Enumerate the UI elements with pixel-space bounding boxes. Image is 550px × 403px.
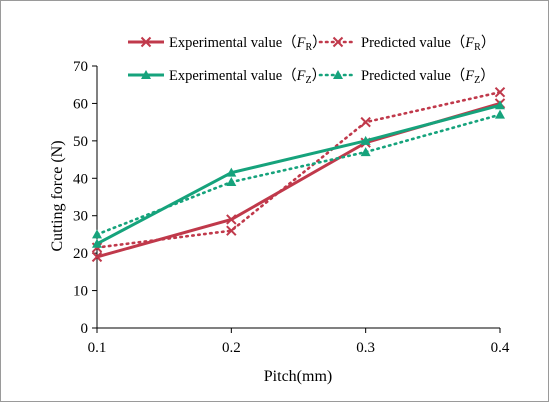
data-point bbox=[226, 225, 237, 236]
data-point bbox=[92, 229, 102, 239]
legend-marker bbox=[332, 36, 344, 48]
y-axis-label: Cutting force (N) bbox=[49, 140, 66, 251]
legend-entry-3: Predicted value（FZ） bbox=[318, 67, 495, 86]
y-tick-label: 30 bbox=[73, 209, 88, 225]
data-point bbox=[495, 109, 505, 119]
data-point bbox=[91, 251, 103, 263]
x-axis-label: Pitch(mm) bbox=[264, 368, 332, 385]
y-tick-label: 0 bbox=[81, 321, 89, 337]
x-tick-label: 0.3 bbox=[356, 340, 375, 356]
legend-label: Predicted value（FR） bbox=[361, 34, 495, 53]
series-line bbox=[95, 90, 502, 249]
y-tick-label: 60 bbox=[73, 96, 88, 112]
legend-entry-1: Predicted value（FR） bbox=[318, 34, 495, 53]
legend: Experimental value（FR） Predicted value（FR… bbox=[128, 34, 495, 86]
legend-marker bbox=[333, 70, 343, 79]
axes: 0 10 20 30 40 50 60 70 0.1 0.2 0.3 0.4 bbox=[73, 59, 510, 356]
x-tick-label: 0.1 bbox=[88, 340, 107, 356]
data-point bbox=[226, 167, 237, 177]
legend-label: Experimental value（FZ） bbox=[169, 67, 326, 86]
data-point bbox=[360, 147, 371, 157]
legend-label: Predicted value（FZ） bbox=[361, 67, 495, 86]
data-point bbox=[226, 177, 237, 187]
legend-label: Experimental value（FR） bbox=[169, 34, 327, 53]
y-tick-label: 20 bbox=[73, 246, 88, 262]
x-tick-label: 0.4 bbox=[491, 340, 510, 356]
data-point bbox=[360, 135, 371, 145]
legend-marker bbox=[140, 36, 152, 48]
y-tick-label: 70 bbox=[73, 59, 88, 75]
y-tick-label: 10 bbox=[73, 284, 88, 300]
data-point bbox=[495, 100, 505, 110]
series-line bbox=[95, 113, 502, 236]
series-3 bbox=[92, 109, 505, 239]
data-point bbox=[92, 238, 102, 248]
legend-marker bbox=[141, 70, 151, 79]
data-point bbox=[226, 214, 237, 225]
legend-entry-2: Experimental value（FZ） bbox=[128, 67, 326, 86]
y-tick-label: 40 bbox=[73, 171, 88, 187]
data-point bbox=[360, 116, 371, 128]
series-layer bbox=[91, 86, 506, 263]
y-tick-label: 50 bbox=[73, 134, 88, 150]
x-tick-label: 0.2 bbox=[222, 340, 241, 356]
data-point bbox=[494, 86, 506, 98]
